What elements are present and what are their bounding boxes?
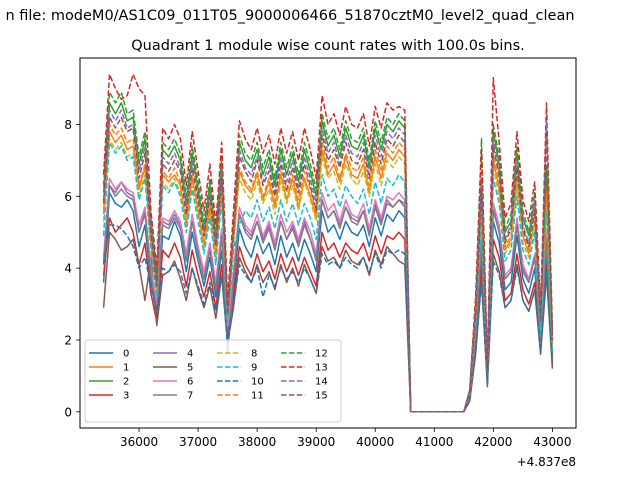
y-tick-label: 2 [64,333,72,347]
legend-label-0: 0 [123,349,129,360]
plot-frame [79,57,577,429]
series-line-15 [102,116,554,413]
legend-label-4: 4 [187,349,193,360]
x-tick-label: 43000 [533,435,571,449]
legend-label-9: 9 [251,363,257,374]
y-tick-label: 6 [64,190,72,204]
y-tick-label: 4 [64,262,72,276]
y-tick-label: 8 [64,118,72,132]
x-tick-label: 42000 [474,435,512,449]
x-tick-label: 38000 [238,435,276,449]
y-tick-label: 0 [64,405,72,419]
legend-label-5: 5 [187,363,193,374]
legend-label-11: 11 [251,391,264,402]
series-lines [102,73,554,413]
figure-suptitle: n file: modeM0/AS1C09_011T05_9000006466_… [5,8,574,24]
legend-label-10: 10 [251,377,264,388]
x-tick-label: 36000 [120,435,158,449]
legend-label-3: 3 [123,391,129,402]
chart-title: Quadrant 1 module wise count rates with … [131,38,525,54]
series-line-10 [102,224,554,413]
legend-label-8: 8 [251,349,257,360]
legend-label-13: 13 [315,363,328,374]
legend-label-2: 2 [123,377,129,388]
series-line-5 [102,231,554,413]
legend-label-14: 14 [315,377,328,388]
legend-box [84,339,342,423]
x-tick-label: 41000 [415,435,453,449]
legend-label-7: 7 [187,391,193,402]
x-axis: 36000 37000 38000 39000 40000 41000 42000 43000 [120,428,571,449]
legend-label-6: 6 [187,377,193,388]
series-line-7 [102,184,554,413]
x-tick-label: 40000 [356,435,394,449]
series-line-8 [102,138,554,413]
legend-label-15: 15 [315,391,328,402]
series-line-14 [102,109,554,413]
series-line-12 [102,91,554,413]
x-tick-label: 39000 [297,435,335,449]
x-tick-label: 37000 [179,435,217,449]
y-axis: 0 2 4 6 8 [64,118,80,419]
legend-label-12: 12 [315,349,328,360]
x-offset-label: +4.837e8 [517,455,576,469]
legend-label-1: 1 [123,363,129,374]
series-line-13 [102,73,554,413]
